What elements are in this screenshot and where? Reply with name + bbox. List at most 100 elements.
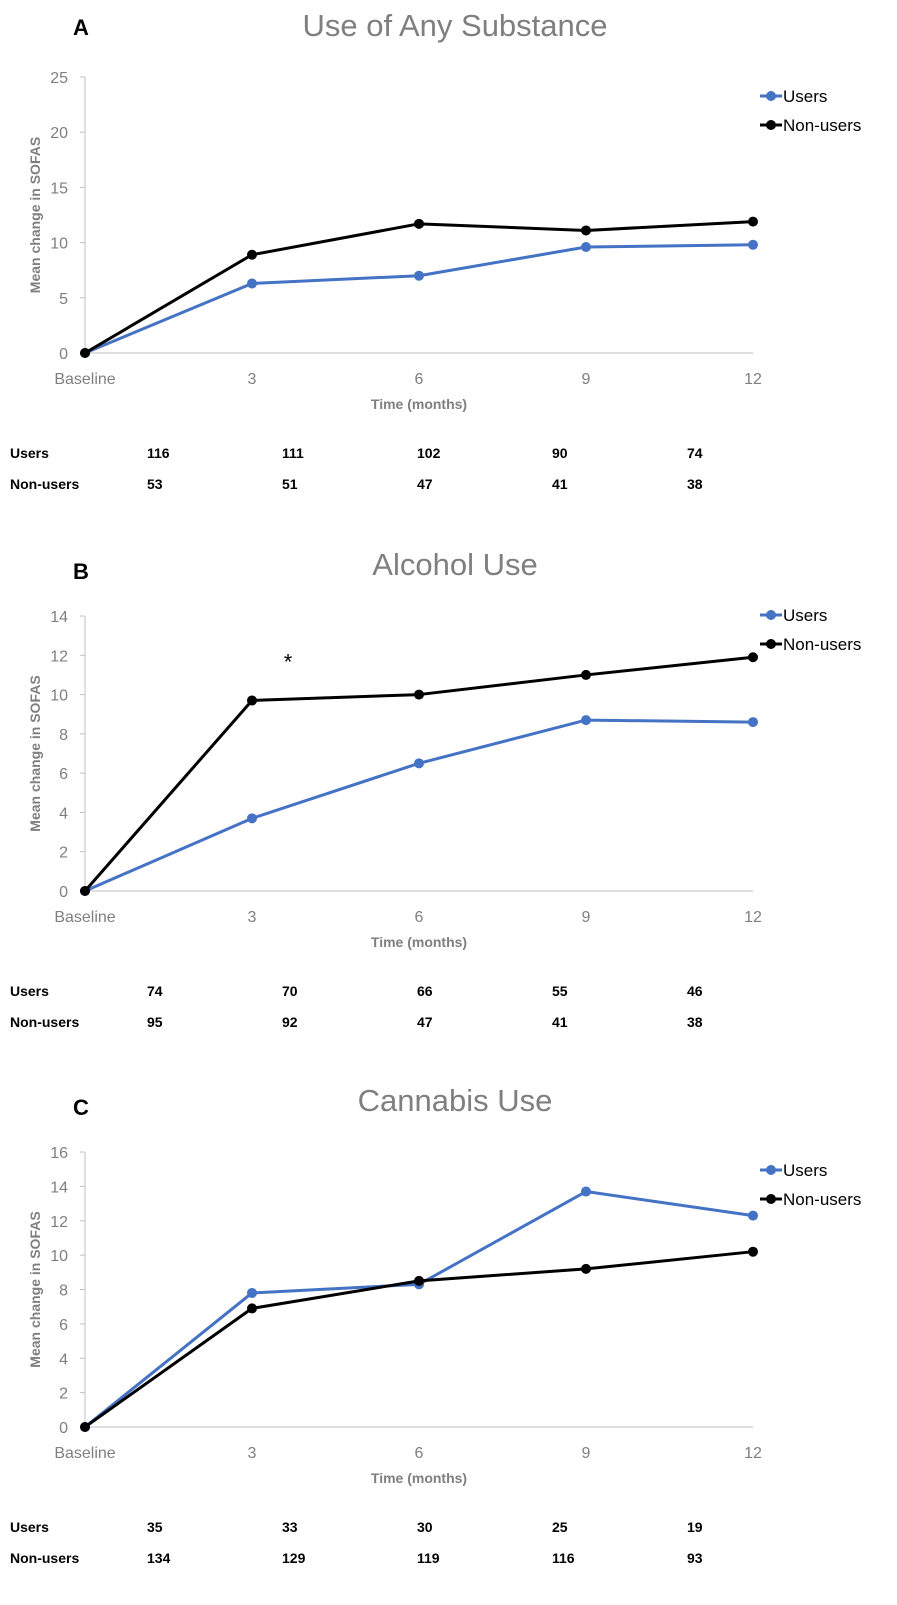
x-tick-label: 12 — [744, 909, 762, 926]
count-value: 47 — [417, 1014, 433, 1030]
count-value: 38 — [687, 1014, 703, 1030]
series-line-users — [84, 718, 754, 893]
y-axis-label: Mean change in SOFAS — [27, 675, 43, 831]
legend-swatch-marker — [766, 1194, 776, 1204]
data-point-non-users — [80, 886, 90, 896]
y-tick-label: 0 — [59, 346, 68, 363]
x-tick-label: 3 — [248, 1445, 257, 1462]
count-row-label: Non-users — [10, 1550, 79, 1566]
y-tick-label: 6 — [59, 766, 68, 783]
chart-title: Use of Any Substance — [302, 8, 607, 43]
count-row-label: Users — [10, 1519, 49, 1535]
data-point-users — [581, 1186, 591, 1197]
count-row-label: Non-users — [10, 476, 79, 492]
data-point-non-users — [80, 1422, 90, 1432]
count-value: 46 — [687, 983, 703, 999]
data-point-users — [581, 715, 591, 726]
y-tick-label: 8 — [59, 1283, 68, 1300]
count-value: 134 — [147, 1550, 171, 1566]
x-tick-label: Baseline — [54, 1445, 115, 1462]
legend-label: Users — [783, 606, 827, 625]
data-point-users — [748, 1210, 758, 1221]
x-axis-label: Time (months) — [371, 1470, 467, 1486]
chart-title: Cannabis Use — [358, 1083, 553, 1118]
x-tick-label: 12 — [744, 371, 762, 388]
count-value: 66 — [417, 983, 433, 999]
y-axis-label: Mean change in SOFAS — [27, 137, 43, 293]
data-point-non-users — [581, 225, 591, 236]
y-tick-label: 14 — [50, 609, 68, 626]
data-point-users — [748, 239, 758, 250]
count-value: 41 — [552, 1014, 568, 1030]
legend-label: Users — [783, 87, 827, 106]
data-point-non-users — [748, 216, 758, 227]
count-row-label: Users — [10, 983, 49, 999]
data-point-non-users — [748, 1246, 758, 1257]
data-point-users — [414, 758, 424, 769]
data-point-non-users — [581, 1263, 591, 1274]
legend-swatch-marker — [766, 1165, 776, 1175]
series-line-users — [84, 243, 754, 355]
count-value: 102 — [417, 445, 441, 461]
y-tick-label: 4 — [59, 1351, 68, 1368]
x-tick-label: 3 — [248, 371, 257, 388]
count-value: 41 — [552, 476, 568, 492]
data-point-users — [247, 1287, 257, 1298]
data-point-non-users — [581, 669, 591, 680]
data-point-non-users — [247, 695, 257, 706]
legend-swatch-marker — [766, 91, 776, 101]
y-tick-label: 4 — [59, 805, 68, 822]
y-tick-label: 2 — [59, 1386, 68, 1403]
count-value: 25 — [552, 1519, 568, 1535]
data-point-non-users — [414, 218, 424, 229]
count-value: 53 — [147, 476, 163, 492]
x-tick-label: 6 — [415, 909, 424, 926]
y-tick-label: 16 — [50, 1145, 68, 1162]
y-tick-label: 10 — [50, 1248, 68, 1265]
y-tick-label: 0 — [59, 1420, 68, 1437]
y-tick-label: 15 — [50, 180, 68, 197]
data-point-users — [581, 242, 591, 253]
data-point-non-users — [748, 652, 758, 663]
count-value: 116 — [147, 445, 170, 461]
y-tick-label: 12 — [50, 1214, 68, 1231]
chart-panel-a: A Use of Any Substance 0 5 10 15 20 25 Baseline 3… — [10, 8, 861, 492]
legend-label: Non-users — [783, 635, 861, 654]
count-value: 19 — [687, 1519, 703, 1535]
legend-label: Non-users — [783, 116, 861, 135]
data-point-users — [748, 717, 758, 728]
count-value: 90 — [552, 445, 568, 461]
y-axis-label: Mean change in SOFAS — [27, 1211, 43, 1367]
count-value: 74 — [687, 445, 703, 461]
x-tick-label: 9 — [582, 909, 591, 926]
legend-label: Users — [783, 1161, 827, 1180]
count-row-label: Users — [10, 445, 49, 461]
data-point-non-users — [247, 249, 257, 260]
count-value: 74 — [147, 983, 163, 999]
x-tick-label: 9 — [582, 371, 591, 388]
count-value: 119 — [417, 1550, 440, 1566]
data-point-users — [247, 278, 257, 289]
x-axis-label: Time (months) — [371, 396, 467, 412]
count-value: 38 — [687, 476, 703, 492]
y-tick-label: 0 — [59, 884, 68, 901]
y-tick-label: 6 — [59, 1317, 68, 1334]
data-point-non-users — [247, 1303, 257, 1314]
legend-label: Non-users — [783, 1190, 861, 1209]
y-tick-label: 10 — [50, 236, 68, 253]
count-value: 51 — [282, 476, 298, 492]
series-line-non-users — [84, 220, 754, 355]
x-tick-label: 6 — [415, 1445, 424, 1462]
data-point-non-users — [414, 1275, 424, 1286]
x-axis-label: Time (months) — [371, 934, 467, 950]
data-point-users — [414, 270, 424, 281]
x-tick-label: Baseline — [54, 909, 115, 926]
count-value: 70 — [282, 983, 298, 999]
count-value: 93 — [687, 1550, 703, 1566]
count-value: 30 — [417, 1519, 433, 1535]
count-value: 55 — [552, 983, 568, 999]
x-tick-label: Baseline — [54, 371, 115, 388]
x-tick-label: 6 — [415, 371, 424, 388]
